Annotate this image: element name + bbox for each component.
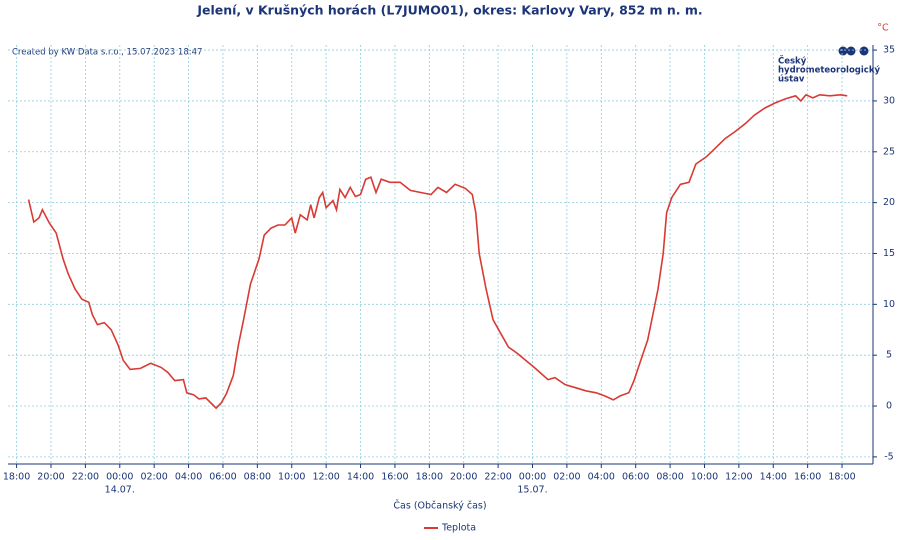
date-label: 15.07. xyxy=(517,485,547,496)
legend-label: Teplota xyxy=(441,523,476,534)
logo-mark xyxy=(838,46,848,56)
x-tick-label: 22:00 xyxy=(484,472,511,483)
logo-text: hydrometeorologický xyxy=(778,66,880,76)
x-tick-label: 14:00 xyxy=(347,472,374,483)
x-tick-label: 16:00 xyxy=(381,472,408,483)
credit: Created by KW Data s.r.o., 15.07.2023 18… xyxy=(12,48,202,58)
x-tick-label: 08:00 xyxy=(656,472,683,483)
x-tick-label: 20:00 xyxy=(450,472,477,483)
date-label: 14.07. xyxy=(105,485,135,496)
x-tick-label: 02:00 xyxy=(553,472,580,483)
x-tick-label: 12:00 xyxy=(725,472,752,483)
logo-mark xyxy=(859,46,869,56)
y-tick-label: 20 xyxy=(883,197,895,208)
logo-text: ústav xyxy=(778,75,805,85)
x-tick-label: 16:00 xyxy=(794,472,821,483)
x-tick-label: 10:00 xyxy=(691,472,718,483)
y-tick-label: 15 xyxy=(883,248,895,259)
y-tick-label: 0 xyxy=(886,401,892,412)
y-tick-label: 25 xyxy=(883,146,895,157)
x-tick-label: 20:00 xyxy=(37,472,64,483)
x-tick-label: 00:00 xyxy=(519,472,546,483)
x-tick-label: 06:00 xyxy=(209,472,236,483)
logo-mark xyxy=(846,46,856,56)
x-tick-label: 08:00 xyxy=(244,472,271,483)
x-tick-label: 18:00 xyxy=(3,472,30,483)
x-tick-label: 04:00 xyxy=(588,472,615,483)
logo-text: Český xyxy=(778,55,807,67)
x-tick-label: 22:00 xyxy=(72,472,99,483)
x-tick-label: 06:00 xyxy=(622,472,649,483)
line-series xyxy=(27,93,848,410)
x-tick-label: 14:00 xyxy=(760,472,787,483)
y-tick-label: 10 xyxy=(883,299,895,310)
x-tick-label: 12:00 xyxy=(312,472,339,483)
y-tick-label: -5 xyxy=(884,451,893,462)
chart-title: Jelení, v Krušných horách (L7JUMO01), ok… xyxy=(196,3,702,18)
y-tick-label: 35 xyxy=(883,45,895,56)
y-tick-label: 5 xyxy=(886,350,892,361)
x-tick-label: 02:00 xyxy=(140,472,167,483)
x-tick-label: 18:00 xyxy=(828,472,855,483)
y-unit: °C xyxy=(877,23,889,34)
y-tick-label: 30 xyxy=(883,95,895,106)
x-tick-label: 10:00 xyxy=(278,472,305,483)
x-axis-title: Čas (Občanský čas) xyxy=(393,500,486,512)
x-tick-label: 18:00 xyxy=(416,472,443,483)
x-tick-label: 00:00 xyxy=(106,472,133,483)
x-tick-label: 04:00 xyxy=(175,472,202,483)
